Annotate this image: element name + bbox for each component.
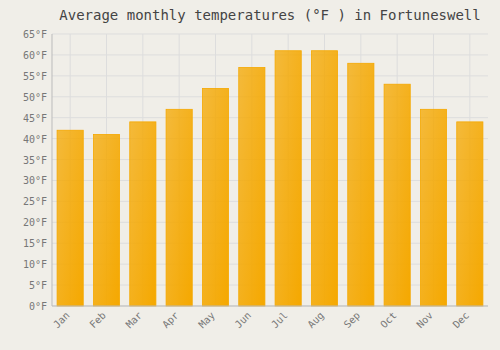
bar — [275, 51, 301, 306]
x-axis — [52, 306, 488, 307]
bar — [202, 88, 228, 306]
background — [0, 0, 500, 350]
bar — [457, 122, 483, 306]
grid-line — [52, 96, 488, 97]
y-tick-label: 55°F — [23, 71, 47, 82]
grid-line — [52, 54, 488, 55]
x-tick-label: May — [196, 310, 217, 331]
bar — [239, 67, 265, 306]
x-tick-label: Jul — [269, 310, 290, 331]
x-tick-label: Feb — [87, 310, 108, 331]
x-tick-label: Dec — [451, 310, 472, 331]
x-tick-label: Apr — [160, 310, 181, 331]
y-tick-label: 40°F — [23, 134, 47, 145]
bar — [384, 84, 410, 306]
x-tick-label: Aug — [305, 310, 326, 331]
y-tick-label: 30°F — [23, 175, 47, 186]
bar — [420, 109, 446, 306]
y-axis — [52, 34, 53, 306]
y-tick-label: 35°F — [23, 155, 47, 166]
y-tick-label: 10°F — [23, 259, 47, 270]
bar — [93, 134, 119, 306]
x-tick-label: Jan — [51, 310, 72, 331]
bar — [57, 130, 83, 306]
x-tick-label: Jun — [233, 310, 254, 331]
x-tick-label: Mar — [124, 310, 145, 331]
x-tick-label: Nov — [414, 310, 435, 331]
grid-line — [52, 34, 488, 35]
y-tick-label: 20°F — [23, 217, 47, 228]
y-tick-label: 25°F — [23, 196, 47, 207]
y-tick-label: 5°F — [29, 280, 47, 291]
y-tick-label: 50°F — [23, 92, 47, 103]
bar — [311, 51, 337, 306]
y-tick-label: 0°F — [29, 301, 47, 312]
y-tick-label: 60°F — [23, 50, 47, 61]
x-tick-label: Sep — [342, 310, 363, 331]
y-tick-label: 15°F — [23, 238, 47, 249]
bar — [166, 109, 192, 306]
grid-line — [52, 306, 488, 307]
bar — [130, 122, 156, 306]
grid-line — [52, 75, 488, 76]
chart: Average monthly temperatures (°F ) in Fo… — [0, 0, 500, 350]
y-tick-label: 45°F — [23, 113, 47, 124]
y-tick-label: 65°F — [23, 29, 47, 40]
bar — [348, 63, 374, 306]
x-tick-label: Oct — [378, 310, 399, 331]
grid — [52, 34, 488, 306]
title: Average monthly temperatures (°F ) in Fo… — [59, 7, 480, 23]
